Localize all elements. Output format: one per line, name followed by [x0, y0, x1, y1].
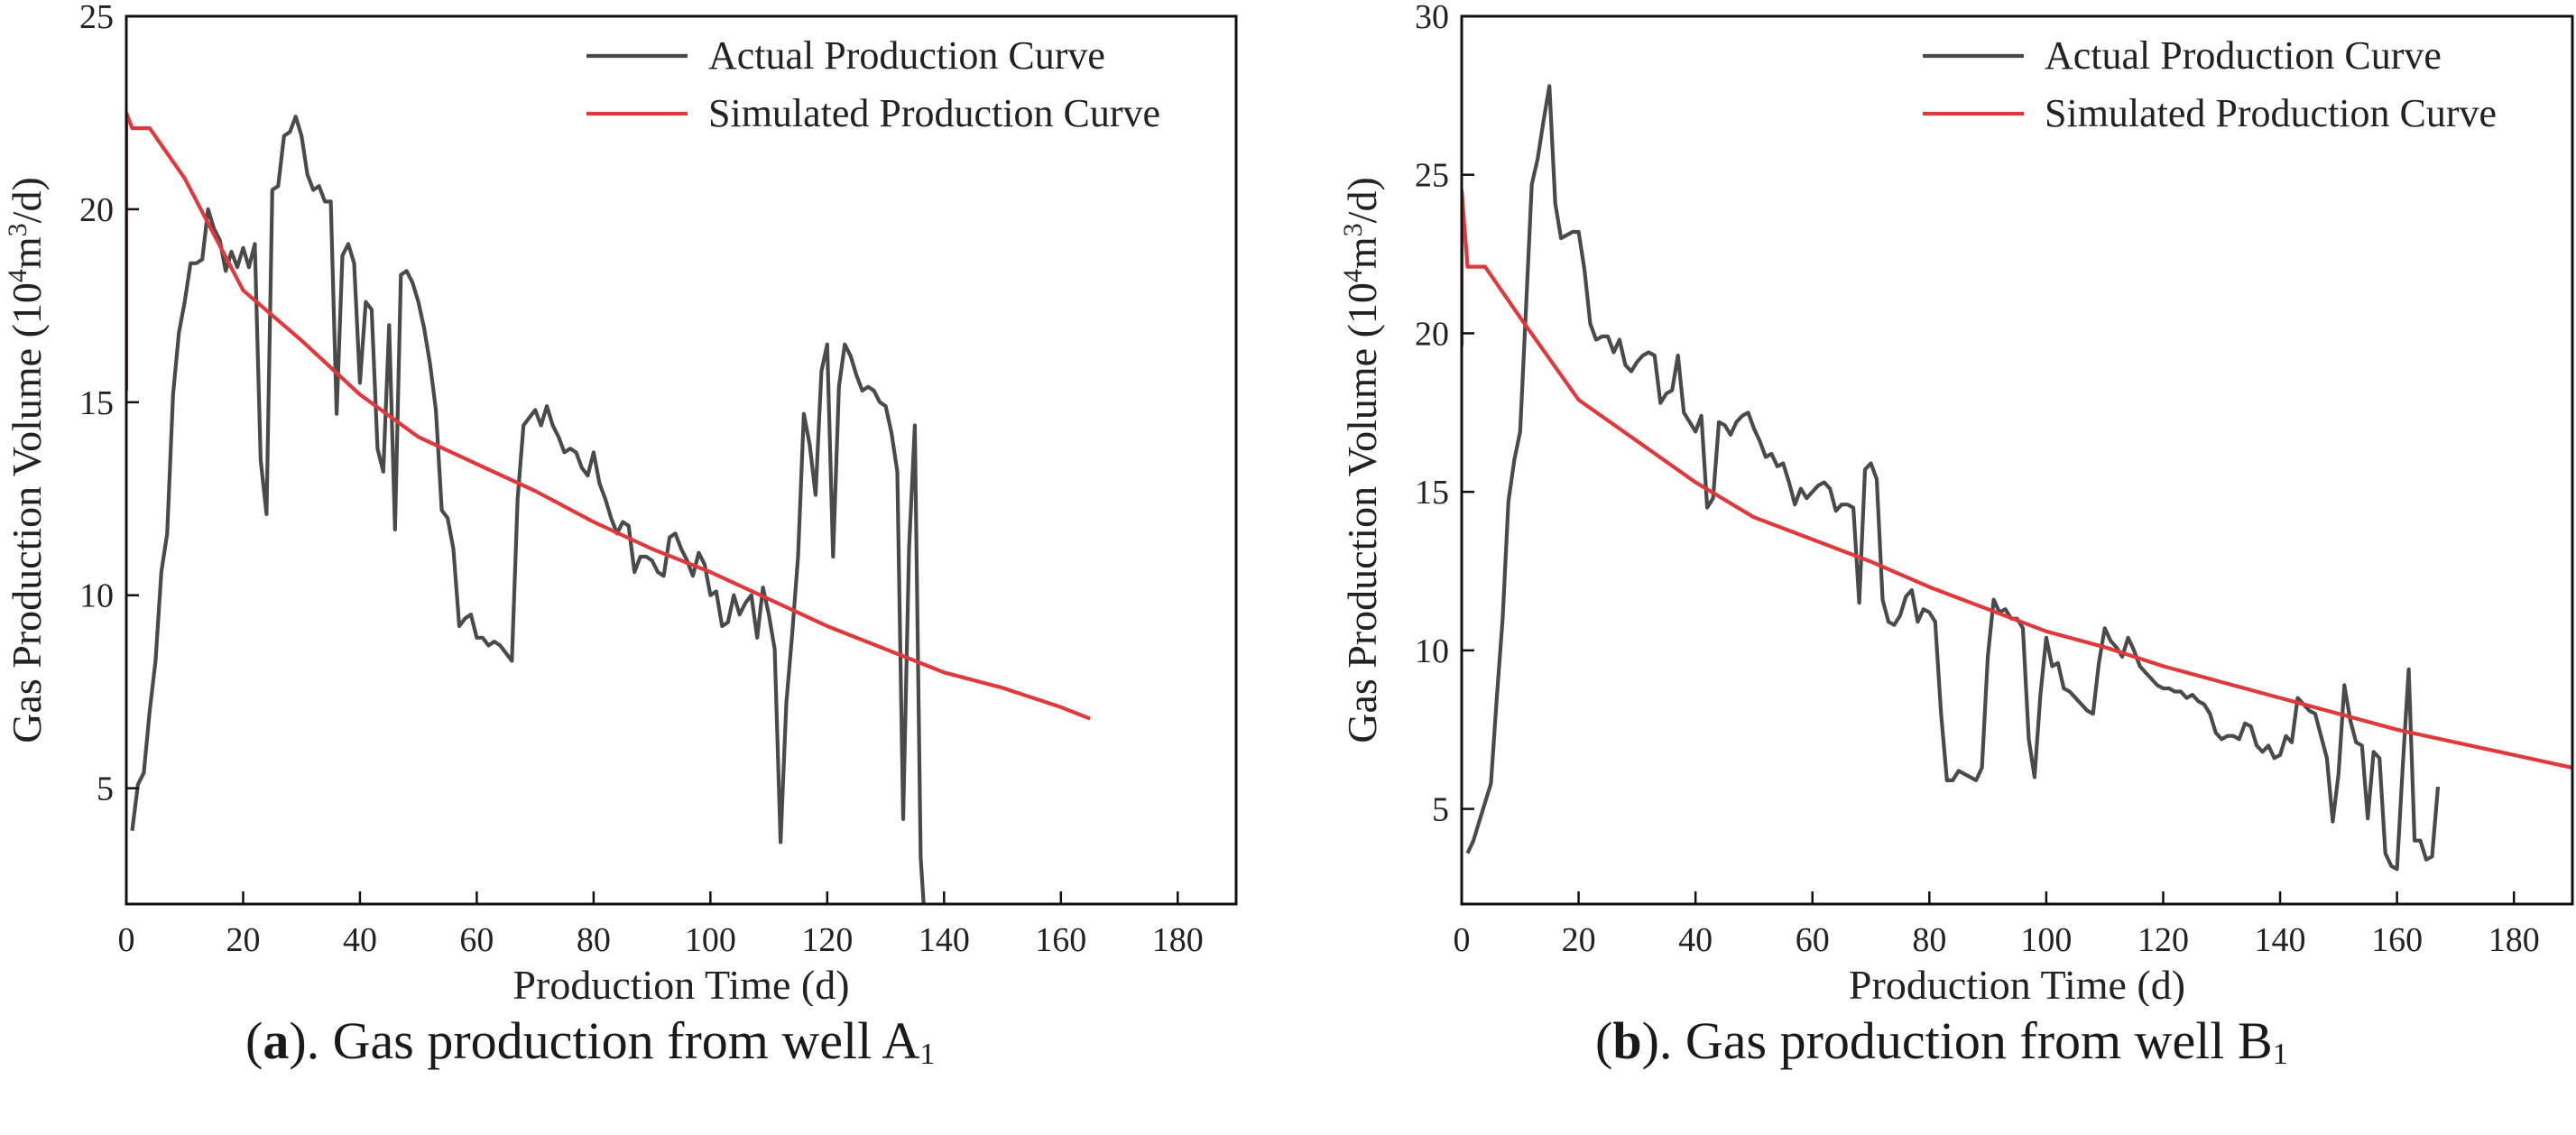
y-tick-label-b-20: 20 — [1415, 315, 1449, 353]
y-tick-label-a-20: 20 — [79, 191, 114, 229]
x-tick-label-a-40: 40 — [343, 921, 377, 959]
caption-a: (a). Gas production from well A1 — [245, 1011, 936, 1071]
x-tick-label-b-160: 160 — [2371, 921, 2423, 959]
y-tick-label-a-25: 25 — [79, 0, 114, 36]
x-tick-label-b-140: 140 — [2255, 921, 2306, 959]
y-tick-label-b-25: 25 — [1415, 157, 1449, 195]
plot-frame-a — [125, 14, 1238, 906]
series-line-actual-a — [130, 115, 926, 904]
x-tick-label-b-40: 40 — [1678, 921, 1713, 959]
y-tick-label-a-10: 10 — [79, 577, 114, 615]
y-tick-label-b-15: 15 — [1415, 474, 1449, 512]
y-tick-label-b-10: 10 — [1415, 632, 1449, 670]
caption-b-subscript: 1 — [2272, 1038, 2288, 1071]
caption-b-letter: b — [1612, 1011, 1642, 1070]
y-tick-label-a-15: 15 — [79, 384, 114, 422]
x-tick-label-a-120: 120 — [801, 921, 853, 959]
caption-a-letter: a — [263, 1011, 290, 1070]
plot-frame-b — [1460, 14, 2574, 906]
y-axis-label-b: Gas Production Volume (104m3/d) — [1338, 177, 1386, 743]
legend-label-actual-b: Actual Production Curve — [2045, 33, 2442, 78]
legend-label-actual-a: Actual Production Curve — [708, 33, 1105, 78]
legend-label-simulated-a: Simulated Production Curve — [708, 91, 1160, 135]
x-tick-label-a-60: 60 — [459, 921, 494, 959]
series-line-simulated-a — [126, 110, 1091, 721]
y-tick-label-b-5: 5 — [1432, 791, 1449, 829]
x-tick-label-a-100: 100 — [685, 921, 736, 959]
chart-panel-a: 0 20 40 60 80 100 120 140 160 180 5 10 15 20 25 Product… — [3, 0, 1238, 1006]
x-tick-label-a-80: 80 — [577, 921, 611, 959]
x-tick-label-a-160: 160 — [1035, 921, 1086, 959]
y-tick-label-b-30: 30 — [1415, 0, 1449, 36]
x-tick-label-b-180: 180 — [2488, 921, 2540, 959]
y-axis-label-a: Gas Production Volume (104m3/d) — [3, 177, 51, 743]
x-tick-label-b-120: 120 — [2137, 921, 2189, 959]
caption-a-text: ). Gas production from well A — [289, 1011, 920, 1070]
x-axis-label-b: Production Time (d) — [1849, 962, 2185, 1006]
x-tick-label-a-180: 180 — [1152, 921, 1204, 959]
x-tick-label-b-60: 60 — [1796, 921, 1830, 959]
x-tick-label-b-100: 100 — [2020, 921, 2072, 959]
series-line-simulated-b — [1462, 189, 2572, 770]
x-tick-label-a-0: 0 — [118, 921, 135, 959]
y-tick-label-a-5: 5 — [97, 771, 114, 808]
caption-b: (b). Gas production from well B1 — [1595, 1011, 2288, 1071]
x-tick-label-a-140: 140 — [919, 921, 970, 959]
chart-panel-b: 0 20 40 60 80 100 120 140 160 180 5 10 15 20 25 30 Produ… — [1338, 0, 2574, 1006]
x-tick-label-b-80: 80 — [1912, 921, 1946, 959]
series-line-actual-b — [1465, 84, 2441, 872]
caption-a-subscript: 1 — [919, 1038, 936, 1071]
x-tick-label-b-0: 0 — [1454, 921, 1471, 959]
x-tick-label-b-20: 20 — [1562, 921, 1596, 959]
legend-label-simulated-b: Simulated Production Curve — [2045, 91, 2497, 135]
x-axis-label-a: Production Time (d) — [512, 962, 849, 1006]
x-tick-label-a-20: 20 — [226, 921, 260, 959]
caption-b-text: ). Gas production from well B — [1641, 1011, 2273, 1070]
